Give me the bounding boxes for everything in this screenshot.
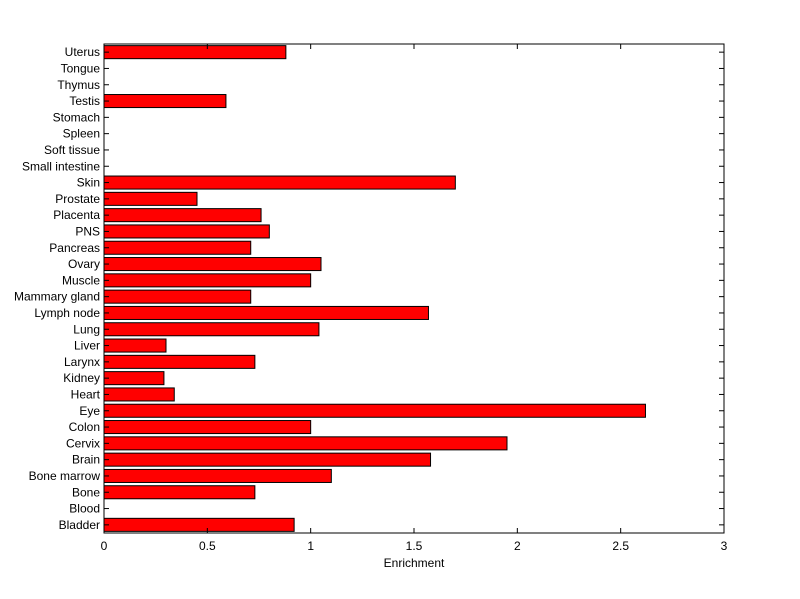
y-tick-label: Pancreas: [49, 241, 100, 255]
y-tick-label: Bone: [72, 485, 100, 499]
y-tick-label: Uterus: [65, 45, 100, 59]
bar-bone-marrow: [103, 468, 332, 483]
x-tick-label: 0: [101, 539, 108, 553]
bar-colon: [103, 420, 312, 435]
bar-brain: [103, 452, 432, 467]
bar-testis: [103, 94, 227, 109]
bar-kidney: [103, 371, 165, 386]
y-tick-label: Thymus: [57, 78, 100, 92]
y-tick-label: Tongue: [61, 61, 101, 75]
y-tick-label: Prostate: [55, 192, 100, 206]
labels-group: Bladder Blood Bone Bone marrow Brain Cervix Co…: [14, 45, 728, 553]
bar-ovary: [103, 257, 322, 272]
bar-uterus: [103, 45, 287, 60]
y-tick-label: Heart: [71, 387, 101, 401]
x-tick-label: 0.5: [199, 539, 216, 553]
y-tick-label: Placenta: [53, 208, 100, 222]
bar-larynx: [103, 354, 256, 369]
bar-placenta: [103, 208, 262, 223]
ticks-group: [103, 44, 725, 533]
bars-group: [103, 45, 646, 532]
y-tick-label: Blood: [69, 502, 100, 516]
y-tick-label: Bladder: [59, 518, 100, 532]
bar-skin: [103, 175, 456, 190]
y-tick-label: Kidney: [63, 371, 100, 385]
bar-muscle: [103, 273, 312, 288]
bar-pns: [103, 224, 270, 239]
bar-cervix: [103, 436, 508, 451]
y-tick-label: Brain: [72, 453, 100, 467]
y-tick-label: Larynx: [64, 355, 100, 369]
y-tick-label: Lung: [73, 322, 100, 336]
y-tick-label: Stomach: [53, 110, 100, 124]
bar-liver: [103, 338, 167, 353]
bar-lymph-node: [103, 305, 429, 320]
x-tick-label: 3: [721, 539, 728, 553]
y-tick-label: PNS: [75, 224, 100, 238]
y-tick-label: Lymph node: [34, 306, 100, 320]
y-tick-label: Spleen: [63, 127, 100, 141]
x-axis-label: Enrichment: [384, 556, 445, 570]
bar-prostate: [103, 191, 198, 206]
bar-pancreas: [103, 240, 252, 255]
bar-mammary-gland: [103, 289, 252, 304]
y-tick-label: Liver: [74, 339, 100, 353]
y-tick-label: Skin: [77, 176, 100, 190]
y-tick-label: Muscle: [62, 273, 100, 287]
x-tick-label: 1: [307, 539, 314, 553]
y-tick-label: Colon: [69, 420, 100, 434]
bar-heart: [103, 387, 175, 402]
y-tick-label: Testis: [69, 94, 100, 108]
bar-bone: [103, 485, 256, 500]
y-tick-label: Mammary gland: [14, 290, 100, 304]
x-tick-label: 2.5: [612, 539, 629, 553]
bar-bladder: [103, 517, 295, 532]
x-tick-label: 1.5: [406, 539, 423, 553]
y-tick-label: Ovary: [68, 257, 100, 271]
y-tick-label: Eye: [79, 404, 100, 418]
y-tick-label: Bone marrow: [29, 469, 101, 483]
y-tick-label: Cervix: [66, 436, 100, 450]
bar-eye: [103, 403, 646, 418]
y-tick-label: Soft tissue: [44, 143, 100, 157]
y-tick-label: Small intestine: [22, 159, 100, 173]
x-tick-label: 2: [514, 539, 521, 553]
bar-lung: [103, 322, 320, 337]
